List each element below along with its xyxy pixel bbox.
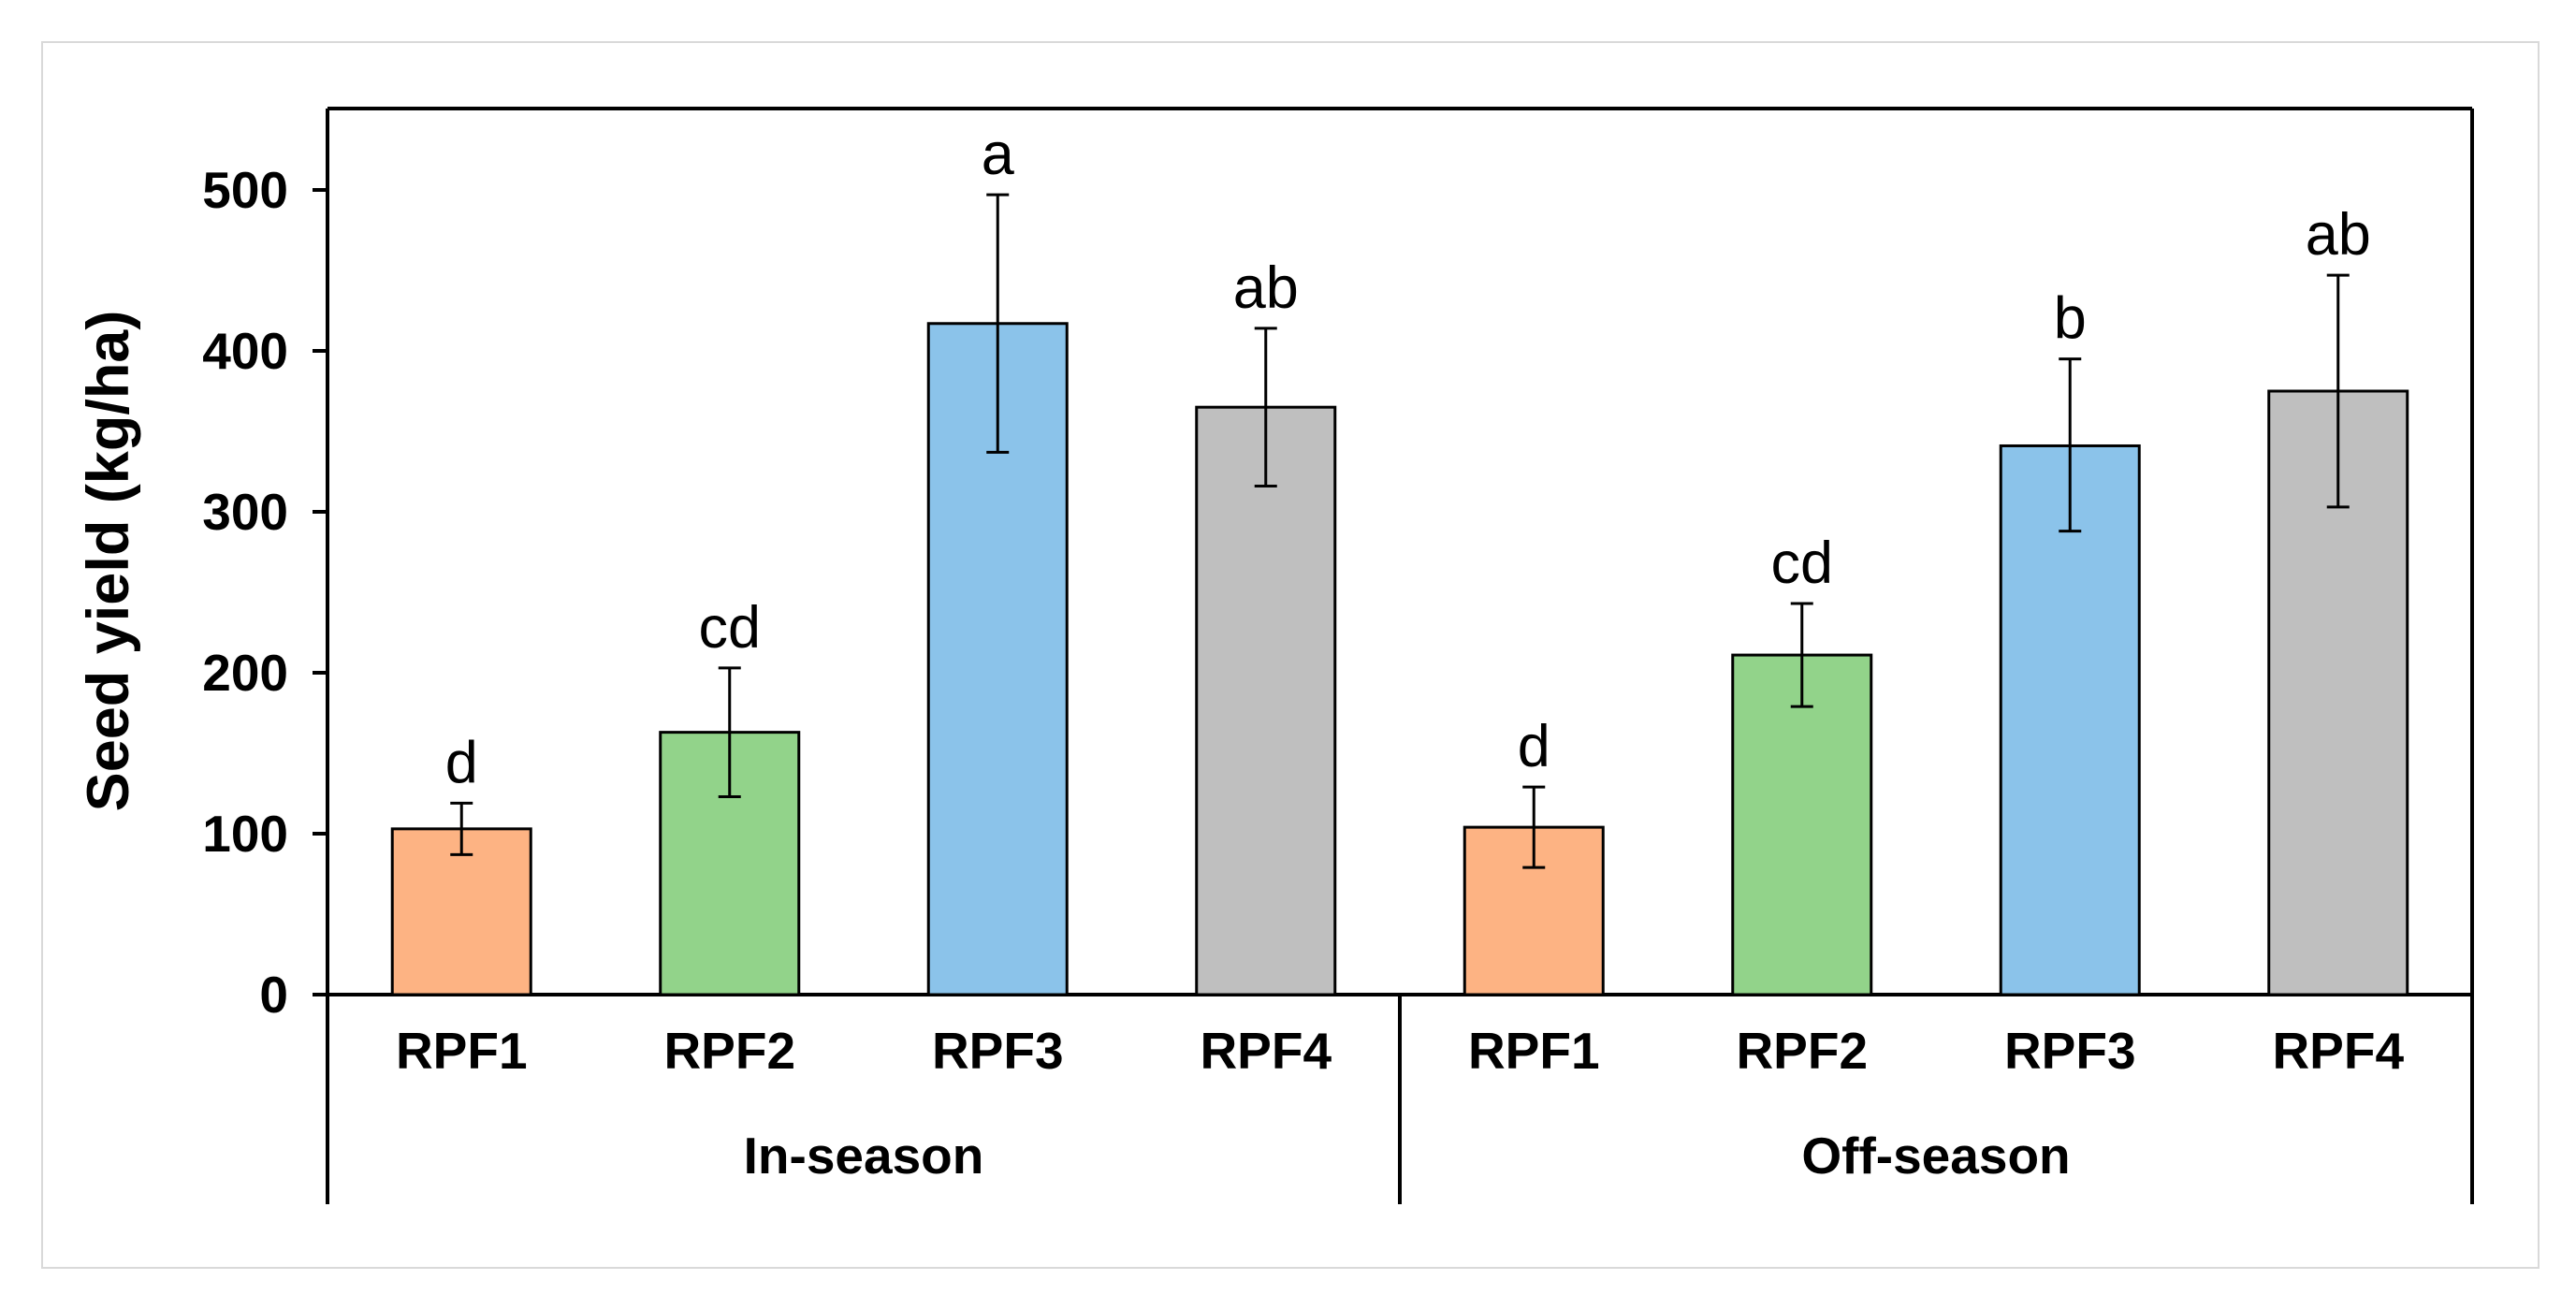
significance-letter: d [1518, 714, 1550, 779]
x-category-label: RPF3 [932, 1022, 1064, 1080]
x-category-label: RPF1 [396, 1022, 528, 1080]
bar [1195, 405, 1337, 996]
bar [1463, 825, 1605, 996]
bar [1999, 444, 2141, 996]
y-tick-label: 0 [259, 966, 288, 1024]
x-category-label: RPF4 [1200, 1022, 1332, 1080]
x-category-label: RPF4 [2272, 1022, 2404, 1080]
y-tick-label: 400 [202, 322, 288, 380]
y-tick-label: 300 [202, 483, 288, 541]
significance-letter: ab [2306, 202, 2371, 268]
bar [390, 827, 532, 996]
significance-letter: a [982, 122, 1015, 187]
x-category-label: RPF2 [1736, 1022, 1868, 1080]
y-axis-title: Seed yield (kg/ha) [76, 311, 141, 812]
significance-letter: d [445, 730, 478, 795]
x-group-label: Off-season [1801, 1127, 2070, 1185]
significance-letter: b [2054, 286, 2087, 352]
x-group-label: In-season [744, 1127, 984, 1185]
significance-letter: cd [698, 595, 761, 661]
significance-letter: cd [1770, 531, 1833, 596]
bar [1731, 653, 1873, 996]
y-tick-label: 500 [202, 161, 288, 219]
y-tick-label: 100 [202, 805, 288, 863]
significance-letter: ab [1233, 255, 1299, 321]
y-tick-label: 200 [202, 644, 288, 702]
x-category-label: RPF1 [1468, 1022, 1600, 1080]
plot-area: 0 100 200 300 400 500 Seed yield (kg/ha) d RPF1 c… [76, 107, 2474, 1204]
x-category-label: RPF2 [663, 1022, 795, 1080]
x-category-label: RPF3 [2004, 1022, 2136, 1080]
